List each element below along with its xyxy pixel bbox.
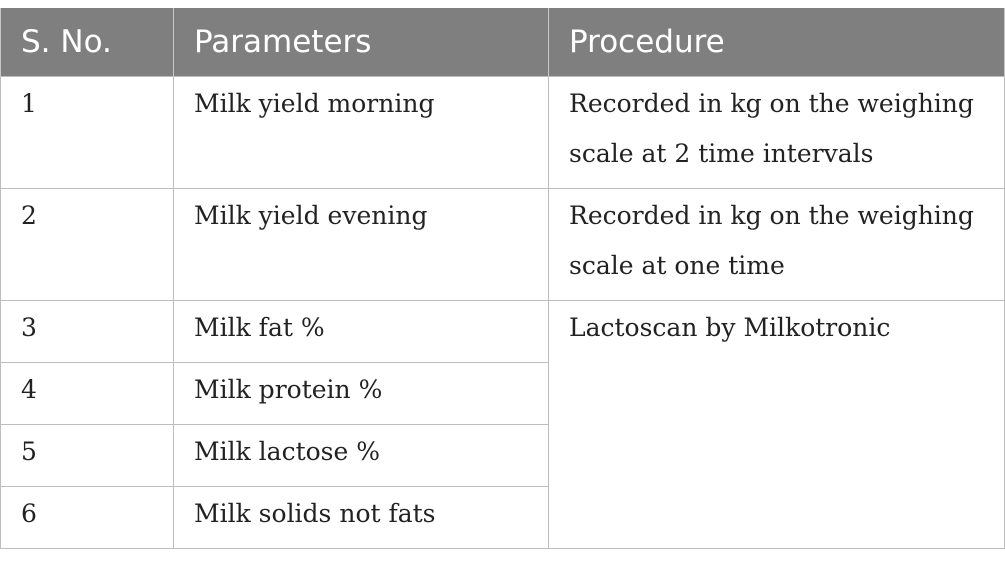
table-row: 1 Milk yield morning Recorded in kg on t… <box>0 75 1005 189</box>
cell-parameter: Milk fat % <box>173 299 549 363</box>
table-row: 2 Milk yield evening Recorded in kg on t… <box>0 187 1005 301</box>
cell-parameter: Milk yield evening <box>173 187 549 301</box>
header-procedure: Procedure <box>548 8 1005 76</box>
header-serial-number: S. No. <box>0 8 174 76</box>
cell-procedure: Recorded in kg on the weighing scale at … <box>548 75 1005 189</box>
cell-serial-number: 1 <box>0 75 174 189</box>
table-row: 5 Milk lactose % <box>0 423 1005 487</box>
cell-parameter: Milk yield morning <box>173 75 549 189</box>
cell-serial-number: 4 <box>0 361 174 425</box>
table-body: 1 Milk yield morning Recorded in kg on t… <box>0 75 1005 549</box>
table-header: S. No. Parameters Procedure <box>0 8 1005 76</box>
cell-procedure: Recorded in kg on the weighing scale at … <box>548 187 1005 301</box>
cell-serial-number: 6 <box>0 485 174 549</box>
cell-parameter: Milk protein % <box>173 361 549 425</box>
cell-parameter: Milk solids not fats <box>173 485 549 549</box>
cell-serial-number: 5 <box>0 423 174 487</box>
parameters-table: S. No. Parameters Procedure 1 Milk yield… <box>0 8 1005 549</box>
parameters-table-container: S. No. Parameters Procedure 1 Milk yield… <box>0 8 1005 549</box>
cell-serial-number: 2 <box>0 187 174 301</box>
table-row: 3 Milk fat % Lactoscan by Milkotronic <box>0 299 1005 549</box>
cell-procedure-merged: Lactoscan by Milkotronic <box>548 299 1005 549</box>
header-row: S. No. Parameters Procedure <box>0 8 1005 76</box>
table-row: 6 Milk solids not fats <box>0 485 1005 549</box>
cell-parameter: Milk lactose % <box>173 423 549 487</box>
table-row: 4 Milk protein % <box>0 361 1005 425</box>
header-parameters: Parameters <box>173 8 549 76</box>
cell-serial-number: 3 <box>0 299 174 363</box>
